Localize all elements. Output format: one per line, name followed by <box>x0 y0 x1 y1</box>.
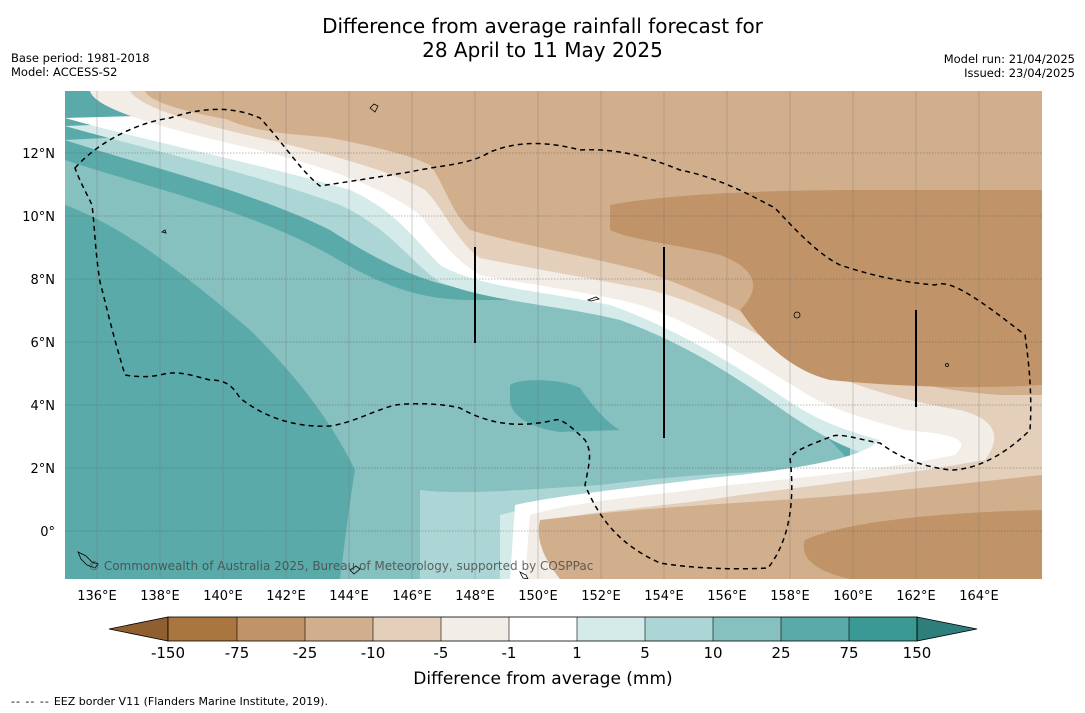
islands <box>77 103 949 579</box>
colorbar-bin-5 <box>441 617 509 641</box>
cb-tick-11: 150 <box>903 644 932 662</box>
lon-label-146e: 146°E <box>392 589 432 604</box>
lon-label-162e: 162°E <box>896 589 936 604</box>
colorbar-title: Difference from average (mm) <box>413 669 672 689</box>
grid <box>96 91 980 579</box>
lat-label-0: 0° <box>40 525 55 540</box>
meta-right: Model run: 21/04/2025 Issued: 23/04/2025 <box>944 52 1075 80</box>
model-run: Model run: 21/04/2025 <box>943 52 1075 66</box>
colorbar-bin-7 <box>577 617 645 641</box>
colorbar-bin-10 <box>781 617 849 641</box>
cb-tick-8: 10 <box>703 644 722 662</box>
eez-dash-sample: -- -- -- <box>11 695 50 708</box>
lon-label-136e: 136°E <box>77 589 117 604</box>
lat-label-10n: 10°N <box>22 210 55 225</box>
lon-label-154e: 154°E <box>644 589 684 604</box>
dry-north-region <box>208 91 1042 150</box>
dry-25-75-region <box>610 190 1042 388</box>
lon-label-164e: 164°E <box>959 589 999 604</box>
lon-label-138e: 138°E <box>140 589 180 604</box>
title-line-1: Difference from average rainfall forecas… <box>322 14 763 38</box>
colorbar-dividers <box>236 617 850 641</box>
lon-label-140e: 140°E <box>203 589 243 604</box>
cb-tick-2: -25 <box>293 644 318 662</box>
colorbar-bin-11 <box>849 617 917 641</box>
lat-grid <box>65 152 1042 532</box>
cb-tick-4: -5 <box>434 644 449 662</box>
lat-label-2n: 2°N <box>31 462 56 477</box>
eez-note: EEZ border V11 (Flanders Marine Institut… <box>53 695 328 708</box>
cb-tick-0: -150 <box>151 644 185 662</box>
lon-label-158e: 158°E <box>770 589 810 604</box>
colorbar-arrow-right <box>916 616 978 642</box>
copyright-notice: © Commonwealth of Australia 2025, Bureau… <box>88 559 593 573</box>
cb-tick-9: 25 <box>771 644 790 662</box>
colorbar-frame <box>167 616 918 642</box>
lat-label-4n: 4°N <box>31 399 56 414</box>
colorbar-bin-2 <box>237 617 305 641</box>
cb-tick-3: -10 <box>361 644 386 662</box>
cb-tick-10: 75 <box>839 644 858 662</box>
base-period: Base period: 1981-2018 <box>11 51 150 65</box>
rainfall-map: © Commonwealth of Australia 2025, Bureau… <box>65 91 1042 579</box>
lat-label-8n: 8°N <box>31 273 56 288</box>
colorbar-ticks: -150 -75 -25 -10 -5 -1 1 5 10 25 75 150 <box>151 644 931 662</box>
colorbar: -150 -75 -25 -10 -5 -1 1 5 10 25 75 150 … <box>108 616 978 689</box>
model-name: Model: ACCESS-S2 <box>11 65 118 79</box>
cb-tick-6: 1 <box>572 644 582 662</box>
colorbar-bin-9 <box>713 617 781 641</box>
lat-labels: 12°N 10°N 8°N 6°N 4°N 2°N 0° <box>22 147 55 540</box>
cb-tick-1: -75 <box>225 644 250 662</box>
lat-label-6n: 6°N <box>31 336 56 351</box>
colorbar-bin-3 <box>305 617 373 641</box>
colorbar-bin-4 <box>373 617 441 641</box>
lon-label-160e: 160°E <box>833 589 873 604</box>
colorbar-arrow-left <box>108 616 169 642</box>
cb-tick-7: 5 <box>640 644 650 662</box>
wet-core-region <box>510 380 620 432</box>
cb-tick-5: -1 <box>502 644 517 662</box>
lon-labels: 136°E 138°E 140°E 142°E 144°E 146°E 148°… <box>77 589 999 604</box>
lat-label-12n: 12°N <box>22 147 55 162</box>
colorbar-bin-8 <box>645 617 713 641</box>
meta-left: Base period: 1981-2018 Model: ACCESS-S2 <box>11 51 150 79</box>
dry-25-75-south-region <box>803 510 1042 579</box>
lon-label-144e: 144°E <box>329 589 369 604</box>
colorbar-bin-6 <box>509 617 577 641</box>
lon-label-150e: 150°E <box>518 589 558 604</box>
lon-label-148e: 148°E <box>455 589 495 604</box>
lon-label-156e: 156°E <box>707 589 747 604</box>
map-title: Difference from average rainfall forecas… <box>0 14 1085 62</box>
colorbar-bin-1 <box>168 617 237 641</box>
issued-date: Issued: 23/04/2025 <box>964 66 1075 80</box>
title-line-2: 28 April to 11 May 2025 <box>422 38 663 62</box>
lon-label-142e: 142°E <box>266 589 306 604</box>
lon-label-152e: 152°E <box>581 589 621 604</box>
eez-footnote: -- -- -- EEZ border V11 (Flanders Marine … <box>11 695 328 708</box>
